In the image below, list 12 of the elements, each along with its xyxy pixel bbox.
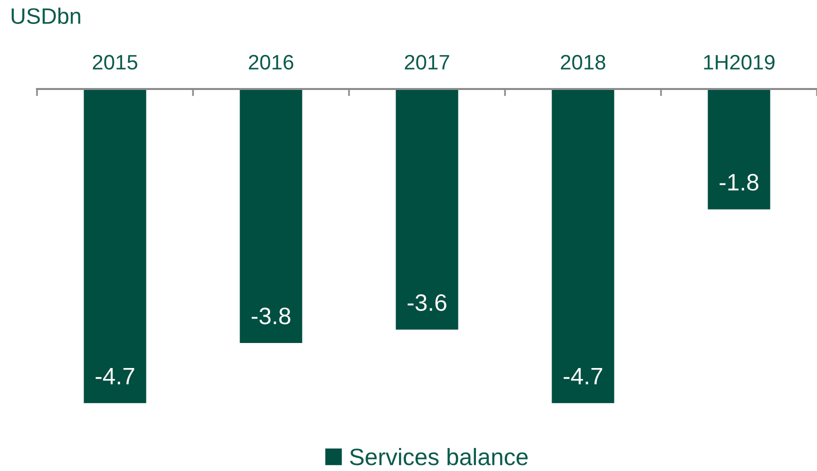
data-label: -3.6 [408,294,446,311]
data-label: -4.7 [96,368,134,384]
data-label: -1.8 [720,174,758,191]
data-label: -3.8 [252,308,290,324]
x-tick-label: 2016 [248,54,294,70]
data-label: -4.7 [564,368,602,384]
legend-label: Services balance [350,448,528,466]
x-tick-label: 2018 [560,54,606,70]
x-tick-label: 2017 [404,54,450,70]
y-axis-title: USDbn [12,8,80,24]
x-tick-label: 1H2019 [704,54,775,70]
x-tick-label: 2015 [92,54,138,70]
